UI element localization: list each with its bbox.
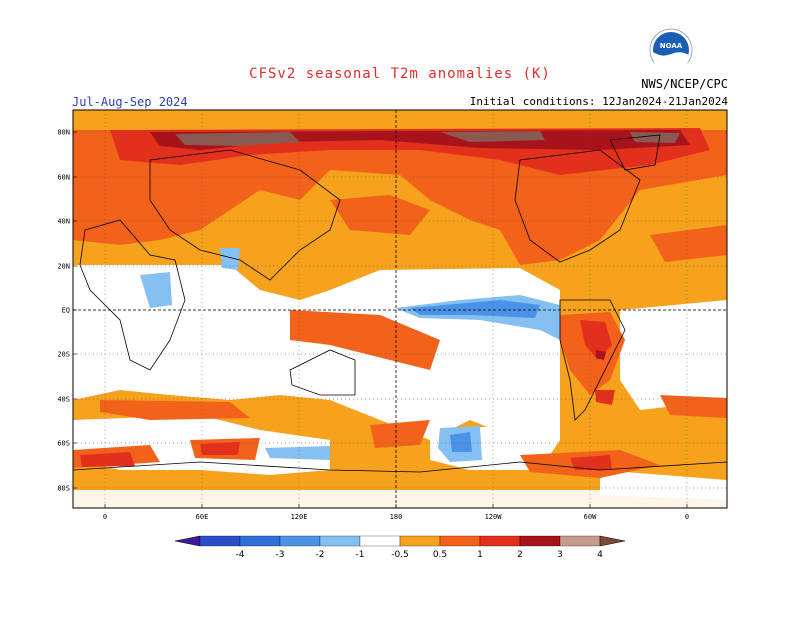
lat-tick-label: 80S (57, 485, 70, 493)
grid-lines (73, 110, 727, 508)
colorbar-label: -3 (276, 550, 285, 560)
map-title: CFSv2 seasonal T2m anomalies (K) (249, 66, 551, 82)
lat-tick-label: 20S (57, 351, 70, 359)
logo-text: NOAA (660, 42, 683, 50)
lat-tick-label: 40S (57, 396, 70, 404)
colorbar-label: -0.5 (391, 550, 409, 560)
map-frame (72, 109, 728, 509)
colorbar-label: 1 (477, 550, 483, 560)
colorbar-segment (559, 535, 601, 547)
colorbar-high-arrow (599, 535, 626, 547)
lat-tick-label: 20N (57, 263, 70, 271)
colorbar-segment (239, 535, 281, 547)
initial-conditions-label: Initial conditions: 12Jan2024-21Jan2024 (469, 95, 728, 108)
lon-tick-label: 60W (584, 513, 597, 521)
colorbar-label: 3 (557, 550, 563, 560)
lon-tick-label: 120E (291, 513, 308, 521)
colorbar: -4 -3 -2 -1 -0.5 0.5 1 2 3 4 (174, 535, 626, 560)
coastlines (72, 134, 728, 473)
colorbar-segment (199, 535, 241, 547)
agency-label: NWS/NCEP/CPC (641, 77, 728, 91)
colorbar-segment (319, 535, 361, 547)
longitude-tick-labels: 0 60E 120E 180 120W 60W 0 (103, 504, 689, 521)
lon-tick-label: 0 (685, 513, 689, 521)
colorbar-label: -4 (236, 550, 245, 560)
lat-tick-label: 60N (57, 174, 70, 182)
latitude-tick-labels: 80N 60N 40N 20N EQ 20S 40S 60S 80S (57, 129, 77, 493)
colorbar-low-arrow (174, 535, 201, 547)
map-area (72, 109, 728, 509)
season-label: Jul-Aug-Sep 2024 (72, 95, 188, 109)
colorbar-segment (399, 535, 441, 547)
lon-tick-label: 120W (485, 513, 503, 521)
moderate-cool-regions (410, 300, 540, 452)
colorbar-segment (439, 535, 481, 547)
lon-tick-label: 60E (196, 513, 209, 521)
lat-tick-label: 80N (57, 129, 70, 137)
lon-tick-label: 180 (390, 513, 403, 521)
colorbar-segment (359, 535, 401, 547)
colorbar-segment (519, 535, 561, 547)
colorbar-label: 0.5 (433, 550, 447, 560)
neutral-anomaly-regions (73, 180, 727, 508)
equator-dateline (73, 110, 727, 508)
colorbar-segment (279, 535, 321, 547)
colorbar-segment (479, 535, 521, 547)
lon-tick-label: 0 (103, 513, 107, 521)
colorbar-label: -2 (316, 550, 325, 560)
colorbar-label: 2 (517, 550, 523, 560)
colorbar-label: -1 (356, 550, 365, 560)
lat-tick-label: 60S (57, 440, 70, 448)
lat-tick-label: 40N (57, 218, 70, 226)
colorbar-label: 4 (597, 550, 603, 560)
lat-tick-label: EQ (62, 307, 70, 315)
noaa-logo: NOAA (649, 28, 693, 74)
extreme-warm-regions (175, 131, 680, 146)
